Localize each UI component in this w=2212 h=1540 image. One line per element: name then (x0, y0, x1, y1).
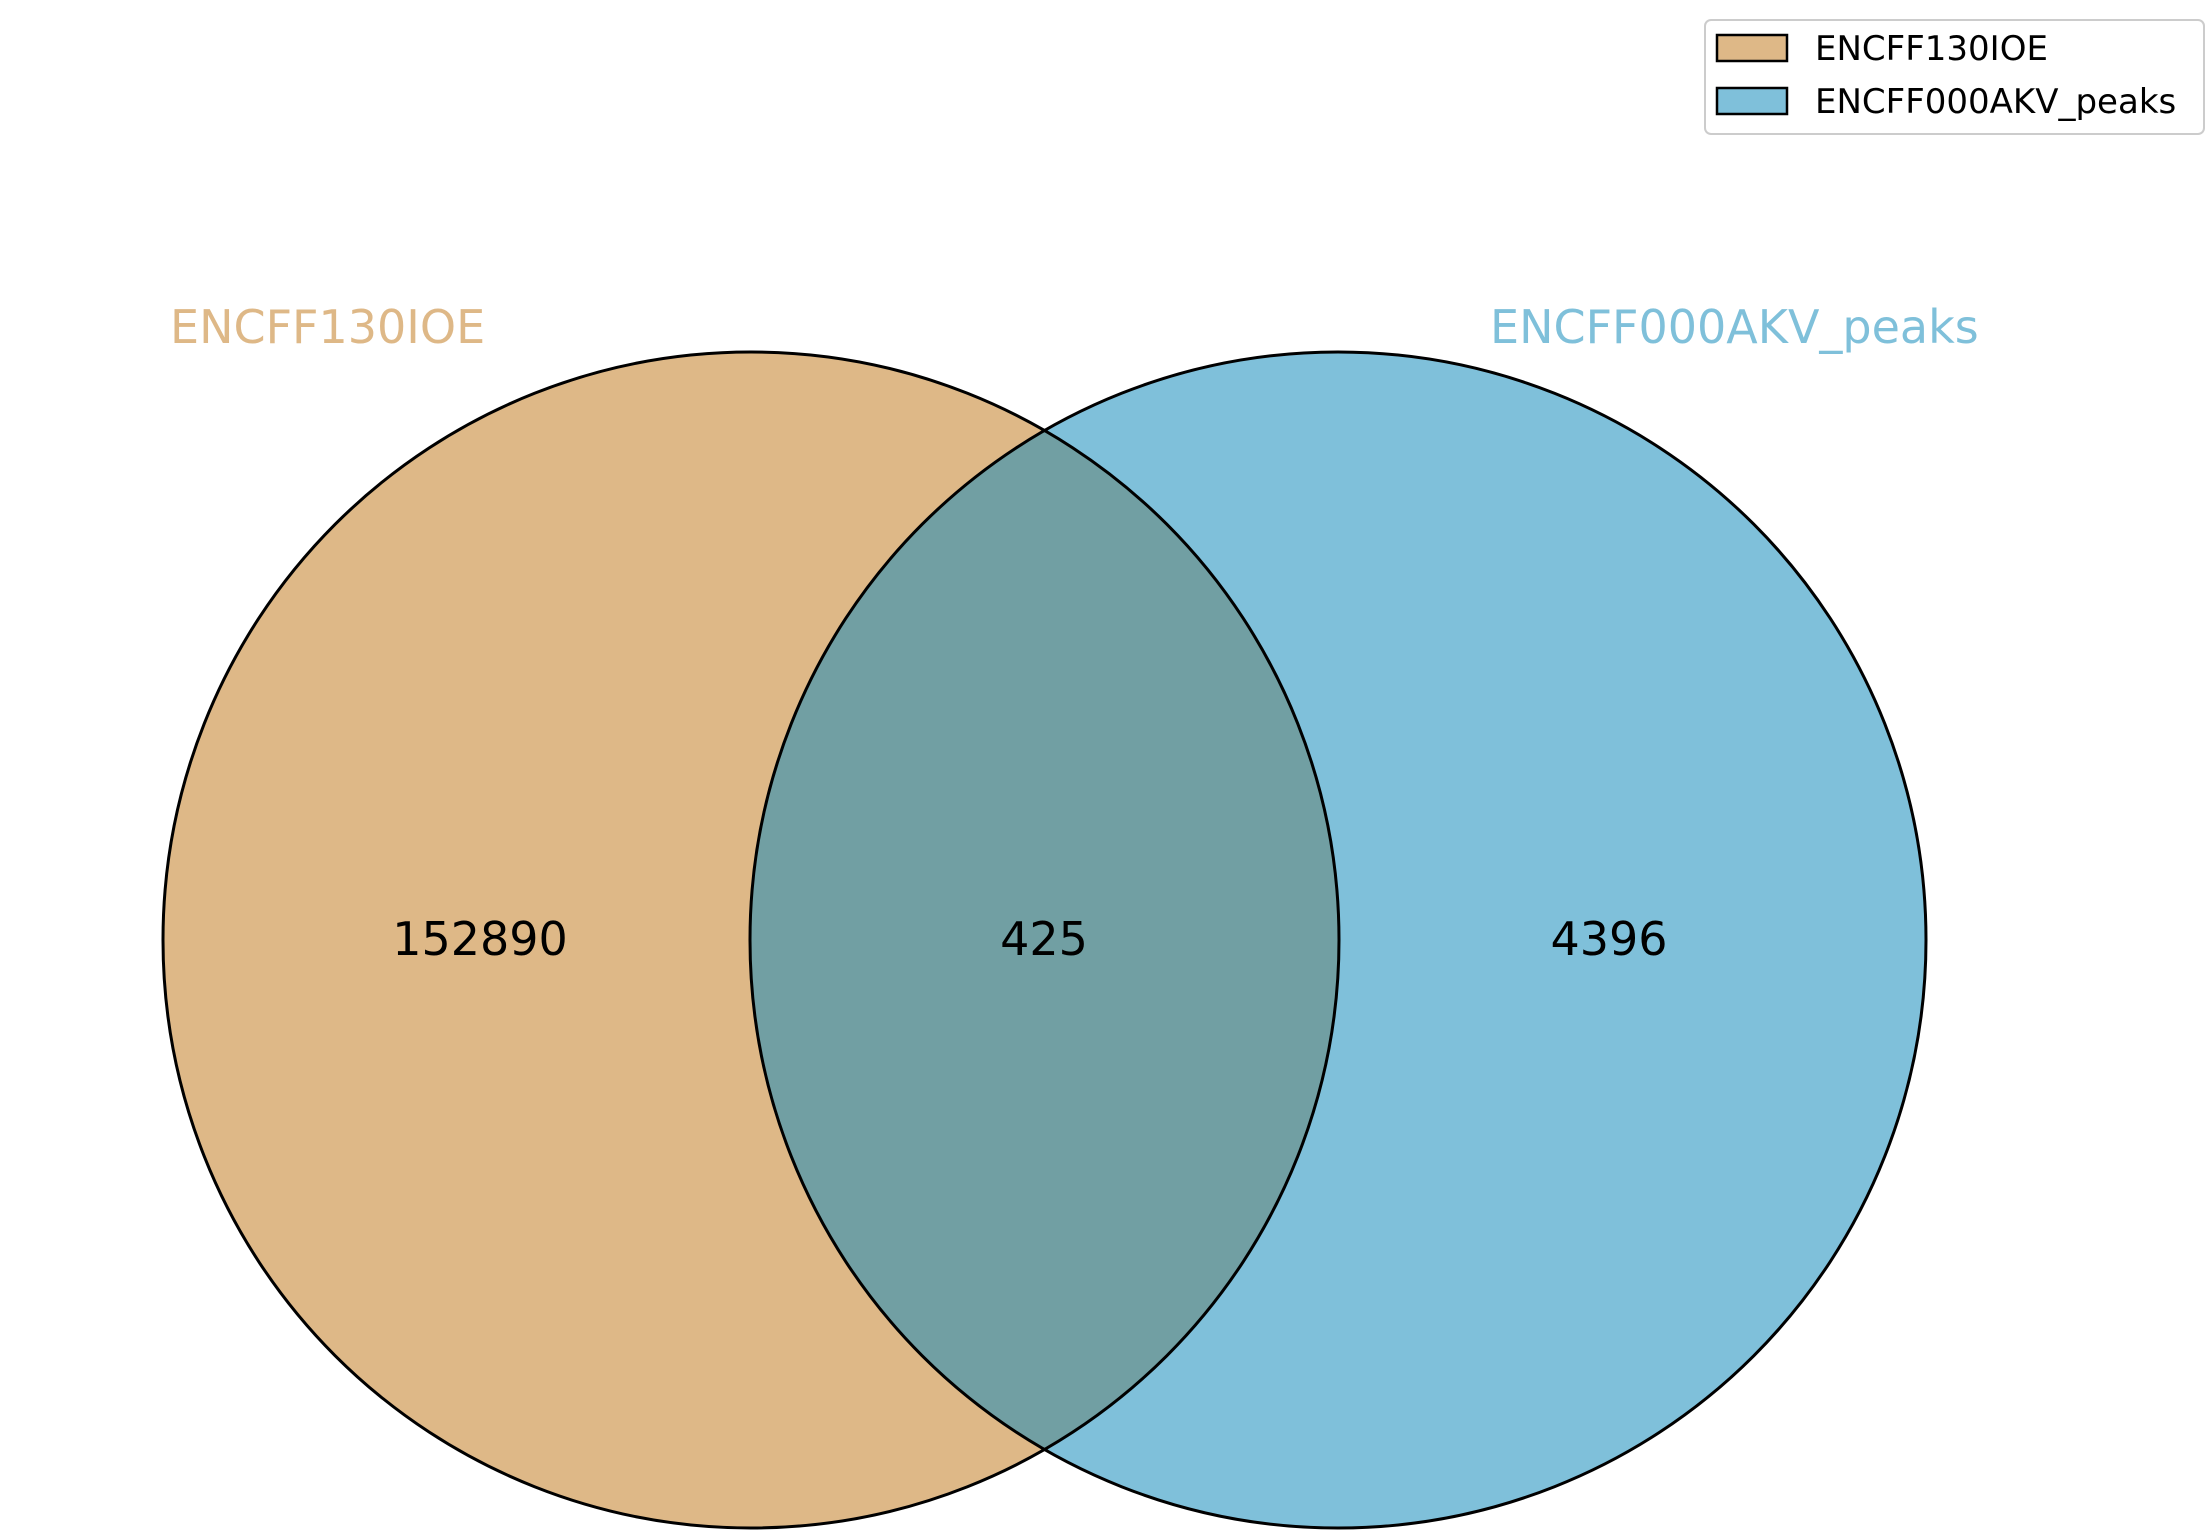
set-b-outline (748, 350, 1928, 1530)
legend-swatch-set-b (1715, 86, 1789, 116)
legend: ENCFF130IOE ENCFF000AKV_peaks (1704, 19, 2205, 135)
legend-frame (1704, 19, 2205, 135)
set-b-only-count: 4396 (1550, 912, 1667, 966)
legend-swatch-set-a (1715, 33, 1789, 63)
set-b-label: ENCFF000AKV_peaks (1490, 300, 1979, 354)
set-a-label: ENCFF130IOE (170, 300, 485, 354)
legend-label-set-a: ENCFF130IOE (1815, 29, 2048, 69)
set-a-only-count: 152890 (392, 912, 568, 966)
intersection-count: 425 (1000, 912, 1088, 966)
set-a-outline (161, 350, 1341, 1530)
legend-label-set-b: ENCFF000AKV_peaks (1815, 82, 2176, 122)
